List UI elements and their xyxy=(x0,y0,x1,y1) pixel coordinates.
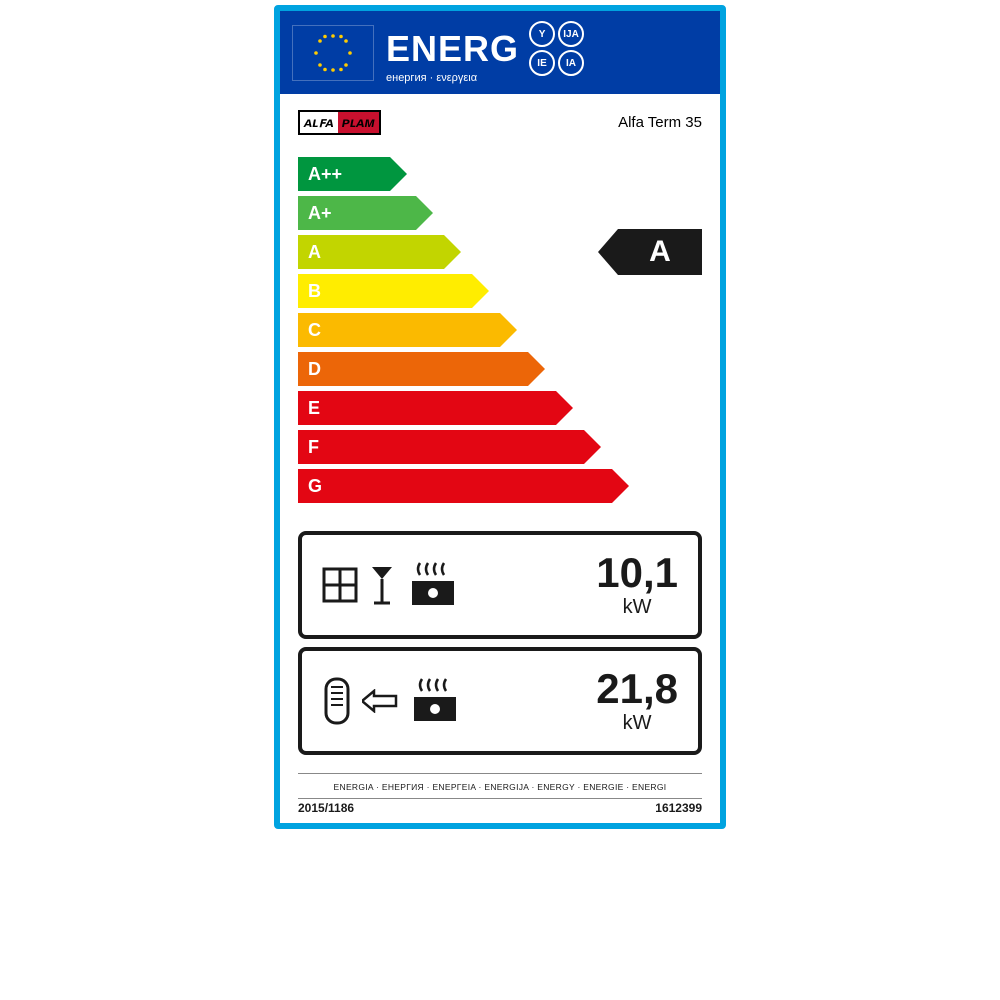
scale-arrow-label: F xyxy=(298,430,584,464)
scale-arrow: A xyxy=(298,235,461,269)
scale-arrow-label: A+ xyxy=(298,196,416,230)
brand-logo: ᴀʟꜰᴀ ᴘʟᴀᴍ xyxy=(298,110,381,135)
water-heating-icons xyxy=(322,675,460,727)
water-heating-value: 21,8 kW xyxy=(596,668,678,735)
rating-indicator: A xyxy=(598,229,702,275)
scale-arrow-label: G xyxy=(298,469,612,503)
footer-row: 2015/1186 1612399 xyxy=(280,799,720,823)
stove-heat-icon xyxy=(406,559,458,611)
scale-arrow-label: D xyxy=(298,352,528,386)
scale-arrow: A++ xyxy=(298,157,407,191)
lang-code-grid: Y IJA IE IA xyxy=(529,21,584,76)
scale-arrow: D xyxy=(298,352,545,386)
scale-arrow-head xyxy=(472,274,489,308)
lang-code: IE xyxy=(529,50,555,76)
serial-number: 1612399 xyxy=(655,801,702,815)
radiator-icon xyxy=(322,675,352,727)
scale-arrow-label: A xyxy=(298,235,444,269)
brand-row: ᴀʟꜰᴀ ᴘʟᴀᴍ Alfa Term 35 xyxy=(280,94,720,143)
value-unit: kW xyxy=(596,596,678,619)
model-name: Alfa Term 35 xyxy=(618,114,702,131)
scale-arrow-label: A++ xyxy=(298,157,390,191)
scale-arrow: C xyxy=(298,313,517,347)
scale-arrow-head xyxy=(528,352,545,386)
scale-arrow-head xyxy=(556,391,573,425)
eu-flag-icon xyxy=(292,25,374,81)
brand-part1: ᴀʟꜰᴀ xyxy=(300,112,338,133)
scale-arrow: A+ xyxy=(298,196,433,230)
space-heating-box: 10,1 kW xyxy=(298,531,702,639)
scale-arrow-label: E xyxy=(298,391,556,425)
energy-label: ENERG Y IJA IE IA енергия · ενεργεια ᴀʟꜰ… xyxy=(274,5,726,829)
value-number: 10,1 xyxy=(596,552,678,594)
arrow-left-icon xyxy=(362,689,398,713)
lamp-icon xyxy=(368,563,396,607)
regulation-number: 2015/1186 xyxy=(298,801,354,815)
scale-arrow-label: C xyxy=(298,313,500,347)
scale-arrow: B xyxy=(298,274,489,308)
scale-arrow-head xyxy=(390,157,407,191)
lang-code: IA xyxy=(558,50,584,76)
water-heating-box: 21,8 kW xyxy=(298,647,702,755)
scale-arrow: G xyxy=(298,469,629,503)
value-unit: kW xyxy=(596,712,678,735)
boiler-heat-icon xyxy=(408,675,460,727)
brand-part2: ᴘʟᴀᴍ xyxy=(338,112,379,133)
header-bar: ENERG Y IJA IE IA енергия · ενεργεια xyxy=(280,11,720,94)
header-text: ENERG Y IJA IE IA енергия · ενεργεια xyxy=(386,21,708,84)
scale-arrow: F xyxy=(298,430,601,464)
space-heating-icons xyxy=(322,559,458,611)
scale-arrow-head xyxy=(416,196,433,230)
footer-languages: ENERGIA · ЕНЕРГИЯ · ΕΝΕΡΓΕΙΑ · ENERGIJA … xyxy=(298,773,702,796)
value-number: 21,8 xyxy=(596,668,678,710)
space-heating-value: 10,1 kW xyxy=(596,552,678,619)
rating-arrow-head xyxy=(598,229,618,275)
scale-arrow: E xyxy=(298,391,573,425)
scale-arrow-label: B xyxy=(298,274,472,308)
scale-arrow-head xyxy=(584,430,601,464)
scale-arrow-head xyxy=(444,235,461,269)
window-icon xyxy=(322,567,358,603)
lang-code: Y xyxy=(529,21,555,47)
efficiency-scale: A A++A+ABCDEFG xyxy=(280,143,720,523)
lang-code: IJA xyxy=(558,21,584,47)
scale-arrow-head xyxy=(500,313,517,347)
rating-class: A xyxy=(618,229,702,275)
scale-arrow-head xyxy=(612,469,629,503)
energ-title: ENERG xyxy=(386,28,519,70)
